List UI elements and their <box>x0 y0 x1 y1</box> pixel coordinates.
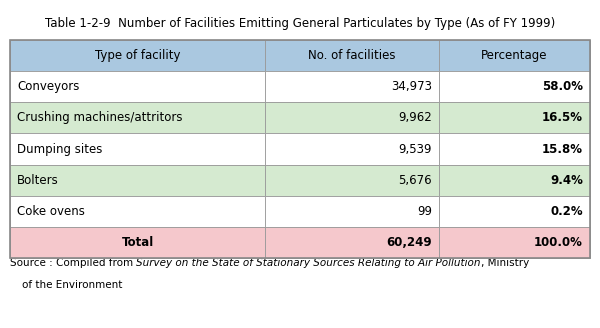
Text: Percentage: Percentage <box>481 49 548 62</box>
Text: 9,962: 9,962 <box>398 112 432 124</box>
Text: 60,249: 60,249 <box>386 236 432 249</box>
Text: No. of facilities: No. of facilities <box>308 49 396 62</box>
Text: Table 1-2-9  Number of Facilities Emitting General Particulates by Type (As of F: Table 1-2-9 Number of Facilities Emittin… <box>45 16 555 30</box>
Text: , Ministry: , Ministry <box>481 258 529 268</box>
Text: 0.2%: 0.2% <box>550 205 583 218</box>
Text: Conveyors: Conveyors <box>17 80 80 93</box>
Text: 34,973: 34,973 <box>391 80 432 93</box>
Text: Dumping sites: Dumping sites <box>17 142 103 155</box>
Text: 9.4%: 9.4% <box>550 174 583 187</box>
Text: Source : Compiled from: Source : Compiled from <box>10 258 136 268</box>
Text: 99: 99 <box>417 205 432 218</box>
Text: 9,539: 9,539 <box>398 142 432 155</box>
Text: Crushing machines/attritors: Crushing machines/attritors <box>17 112 182 124</box>
Text: Survey on the State of Stationary Sources Relating to Air Pollution: Survey on the State of Stationary Source… <box>136 258 481 268</box>
Text: Bolters: Bolters <box>17 174 59 187</box>
Text: 58.0%: 58.0% <box>542 80 583 93</box>
Text: Coke ovens: Coke ovens <box>17 205 85 218</box>
Text: Type of facility: Type of facility <box>95 49 181 62</box>
Text: 100.0%: 100.0% <box>534 236 583 249</box>
Text: 16.5%: 16.5% <box>542 112 583 124</box>
Text: Total: Total <box>121 236 154 249</box>
Text: 15.8%: 15.8% <box>542 142 583 155</box>
Text: of the Environment: of the Environment <box>22 280 122 290</box>
Text: 5,676: 5,676 <box>398 174 432 187</box>
